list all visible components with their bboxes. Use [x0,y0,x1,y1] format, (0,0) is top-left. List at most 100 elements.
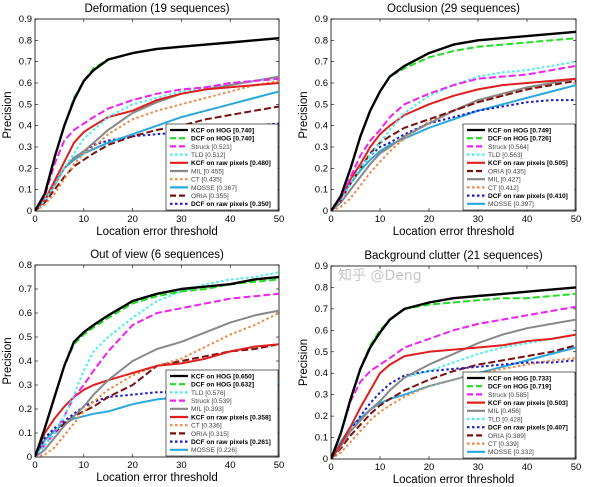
legend-entry: DCF on raw pixels [0.410] [488,193,568,200]
legend: KCF on HOG [0.650] DCF on HOG [0.632]TLD … [165,369,279,457]
series-line-tld [331,60,576,211]
y-tick-label: 0.1 [19,185,32,196]
series-line-tld [35,77,279,211]
legend-entry: KCF on HOG [0.740] [191,127,254,134]
legend-entry: KCF on HOG [0.749] [488,127,551,134]
legend-entry: MIL [0.393] [191,406,224,413]
x-axis-label: Location error threshold [393,226,514,238]
series-line-kcf-on-hog [331,30,576,211]
y-tick-label: 0.7 [19,284,32,295]
legend-entry: Struck [0.539] [191,398,232,405]
chart-panel-4: Background clutter (21 sequences) Locatio… [298,250,581,486]
legend-entry: TLD [0.512] [191,152,226,159]
y-tick-label: 0.3 [315,390,328,401]
y-tick-label: 0.4 [19,121,32,132]
legend-entry: DCF on HOG [0.719] [488,384,551,391]
legend: KCF on HOG [0.740] DCF on HOG [0.740]Stru… [165,123,279,211]
chart-title: Occlusion (29 sequences) [387,3,520,15]
y-tick-label: 0.6 [315,325,328,336]
legend-entry: KCF on raw pixels [0.480] [191,160,271,167]
legend-entry: MOSSE [0.367] [191,185,237,192]
series-line-mosse [331,84,576,211]
x-tick-label: 0 [32,460,37,471]
y-tick-label: 0.5 [315,347,328,358]
legend-entry: MIL [0.427] [488,177,521,184]
series-line-mil [35,75,279,211]
chart-panel-1: Deformation (19 sequences) Location error… [2,3,284,238]
legend-entry: TLD [0.576] [191,390,226,397]
series-line-mosse [331,346,576,459]
x-tick-label: 10 [79,214,90,225]
y-tick-label: 0 [323,206,328,217]
y-tick-label: 0.2 [315,411,328,422]
y-tick-label: 0.2 [19,404,32,415]
legend-entry: MOSSE [0.397] [488,201,534,208]
legend-entry: CT [0.336] [191,423,222,430]
x-tick-label: 50 [274,460,285,471]
y-tick-label: 0 [323,454,328,465]
x-axis-label: Location error threshold [393,474,514,486]
legend-entry: ORIA [0.435] [488,168,526,175]
x-tick-label: 30 [473,462,484,473]
legend-entry: TLD [0.563] [488,152,523,159]
x-tick-label: 40 [225,214,236,225]
y-tick-label: 0.6 [315,78,328,89]
y-tick-label: 0.2 [315,163,328,174]
legend-entry: KCF on raw pixels [0.358] [191,414,271,421]
y-axis-label: Precision [298,339,310,386]
series-line-struck [331,64,576,211]
x-tick-label: 40 [522,214,533,225]
series-line-kcf-on-hog [35,275,279,457]
y-tick-label: 0.1 [315,185,328,196]
series-group [35,37,279,211]
y-tick-label: 0.6 [19,78,32,89]
series-line-kcf-on-raw-pixels [331,333,576,459]
legend-entry: KCF on raw pixels [0.503] [488,400,568,407]
y-tick-label: 0.8 [19,35,32,46]
x-tick-label: 30 [176,460,187,471]
series-line-struck [35,77,279,211]
series-line-dcf-on-hog [331,37,576,211]
legend-entry: CT [0.339] [488,441,519,448]
x-tick-label: 20 [424,214,435,225]
series-line-mil [331,77,576,211]
series-line-mil [331,318,576,459]
series-line-mil [35,309,279,457]
legend: KCF on HOG [0.733] DCF on HOG [0.719]Stru… [462,371,576,459]
legend: KCF on HOG [0.749] DCF on HOG [0.726]Stru… [462,123,576,211]
y-tick-label: 0.2 [19,163,32,174]
series-line-kcf-on-hog [331,286,576,459]
y-tick-label: 0.8 [315,282,328,293]
chart-panel-2: Occlusion (29 sequences) Location error t… [298,3,581,238]
x-tick-label: 10 [79,460,90,471]
x-tick-label: 30 [473,214,484,225]
legend-entry: TLD [0.428] [488,416,523,423]
legend-entry: ORIA [0.315] [191,431,229,438]
y-tick-label: 0 [27,206,32,217]
x-tick-label: 50 [571,462,582,473]
chart-panel-3: Out of view (6 sequences) Location error … [2,249,284,484]
legend-entry: KCF on raw pixels [0.505] [488,160,568,167]
y-tick-label: 0.4 [315,368,328,379]
legend-entry: MIL [0.456] [488,408,521,415]
y-tick-label: 0.3 [19,380,32,391]
x-tick-label: 20 [424,462,435,473]
legend-entry: Struck [0.521] [191,144,232,151]
y-tick-label: 0.7 [315,57,328,68]
legend-entry: DCF on raw pixels [0.350] [191,201,271,208]
series-line-ct [35,79,279,211]
y-tick-label: 0.6 [19,308,32,319]
series-line-ct [35,312,279,457]
series-group [331,30,576,211]
y-tick-label: 0.3 [19,142,32,153]
chart-title: Deformation (19 sequences) [84,3,229,15]
y-tick-label: 0.4 [19,356,32,367]
x-axis-label: Location error threshold [96,226,217,238]
series-line-kcf-on-hog [35,37,279,211]
series-line-tld [35,271,279,457]
x-tick-label: 30 [176,214,187,225]
y-tick-label: 0.5 [19,99,32,110]
x-tick-label: 40 [522,462,533,473]
x-tick-label: 0 [328,462,333,473]
